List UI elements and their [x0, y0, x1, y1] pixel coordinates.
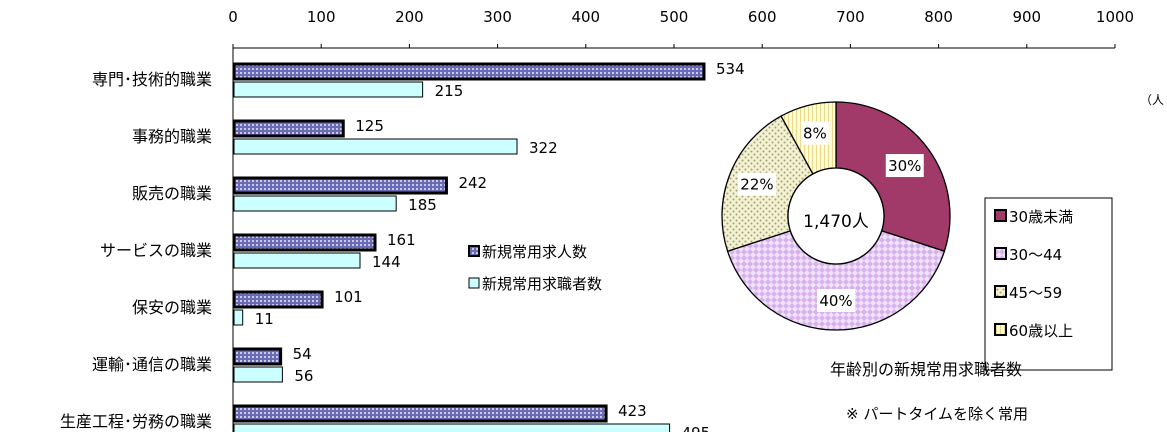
pie-legend-label: 45～59	[1009, 284, 1062, 302]
pie-legend: 30歳未満 30～44 45～59 60歳以上	[984, 197, 1113, 371]
bar-legend: 新規常用求人数 新規常用求職者数	[468, 243, 602, 293]
pie-legend-swatch	[994, 209, 1007, 222]
donut-center-label: 1,470人	[803, 212, 869, 232]
value-label-hiring: 54	[293, 345, 312, 363]
value-label-hiring: 161	[387, 231, 416, 249]
bar-x-axis: 0 100 200 300 400 500 600 700 800 900 1000	[228, 8, 1134, 432]
value-label-hiring: 125	[355, 117, 384, 135]
x-tick-label: 500	[660, 8, 689, 26]
age-donut-chart: 30% 40% 22% 8%	[721, 101, 951, 331]
x-axis-unit-label: （人	[1140, 93, 1164, 107]
value-label-seeker: 11	[255, 310, 274, 328]
pie-legend-swatch	[994, 323, 1007, 336]
value-label-seeker: 144	[372, 253, 401, 271]
bar-seeker	[233, 423, 671, 432]
bar-hiring	[232, 290, 324, 309]
x-tick-label: 300	[483, 8, 512, 26]
x-tick-label: 900	[1012, 8, 1041, 26]
footnote: ※ パートタイムを除く常用	[846, 405, 1028, 423]
x-tick-label: 200	[395, 8, 424, 26]
donut-label-bg	[885, 154, 924, 178]
value-label-hiring: 101	[334, 288, 363, 306]
bar-hiring	[232, 233, 377, 252]
category-label: サービスの職業	[100, 241, 212, 260]
bar-hiring	[232, 62, 706, 81]
pie-legend-box	[984, 197, 1113, 371]
bar-seeker	[233, 138, 518, 155]
pie-legend-swatch	[994, 285, 1007, 298]
bar-marks: 534 215 125 322 242 185 161 144 101 11 54 56 423 495	[232, 60, 745, 432]
x-tick-label: 1000	[1096, 8, 1134, 26]
category-label: 専門･技術的職業	[92, 70, 212, 89]
x-tick-label: 100	[307, 8, 336, 26]
category-label: 生産工程･労務の職業	[60, 412, 212, 431]
bar-seeker	[233, 309, 244, 326]
donut-slice-label: 30%	[888, 157, 921, 175]
pie-legend-swatch	[994, 247, 1007, 260]
bar-seeker	[233, 366, 283, 383]
bar-hiring	[232, 176, 448, 195]
value-label-seeker: 185	[408, 196, 437, 214]
x-tick-label: 0	[228, 8, 238, 26]
x-tick-label: 700	[836, 8, 865, 26]
pie-legend-label: 30～44	[1009, 246, 1062, 264]
donut-slice-label: 40%	[819, 292, 852, 310]
donut-slice-label: 22%	[740, 176, 773, 194]
bar-category-labels: 専門･技術的職業事務的職業販売の職業サービスの職業保安の職業運輸･通信の職業生産…	[60, 70, 212, 431]
bar-hiring	[232, 347, 283, 366]
bar-seeker	[233, 195, 397, 212]
bar-seeker	[233, 81, 424, 98]
value-label-seeker: 495	[682, 424, 711, 432]
category-label: 事務的職業	[132, 127, 212, 146]
category-label: 販売の職業	[132, 184, 212, 203]
x-tick-label: 800	[924, 8, 953, 26]
value-label-hiring: 423	[618, 402, 647, 420]
legend-label-hiring: 新規常用求人数	[482, 243, 587, 261]
category-label: 保安の職業	[132, 298, 212, 317]
x-tick-label: 600	[748, 8, 777, 26]
donut-slice-label: 8%	[803, 125, 827, 143]
donut-hole	[787, 167, 885, 265]
pie-legend-label: 30歳未満	[1009, 208, 1073, 226]
value-label-seeker: 56	[294, 367, 313, 385]
value-label-hiring: 242	[458, 174, 487, 192]
legend-label-seeker: 新規常用求職者数	[482, 275, 602, 293]
legend-swatch-hiring	[468, 245, 480, 257]
pie-title: 年齢別の新規常用求職者数	[830, 360, 1022, 379]
bar-hiring	[232, 404, 608, 423]
legend-swatch-seeker	[468, 277, 480, 289]
donut-label-bg	[737, 172, 776, 196]
bar-hiring	[232, 119, 345, 138]
value-label-seeker: 322	[529, 139, 558, 157]
donut-label-bg	[800, 121, 829, 145]
x-tick-label: 400	[571, 8, 600, 26]
donut-label-bg	[817, 289, 855, 312]
pie-legend-label: 60歳以上	[1009, 322, 1073, 340]
value-label-hiring: 534	[716, 60, 745, 78]
category-label: 運輸･通信の職業	[92, 355, 212, 374]
value-label-seeker: 215	[435, 82, 464, 100]
bar-seeker	[233, 252, 361, 269]
